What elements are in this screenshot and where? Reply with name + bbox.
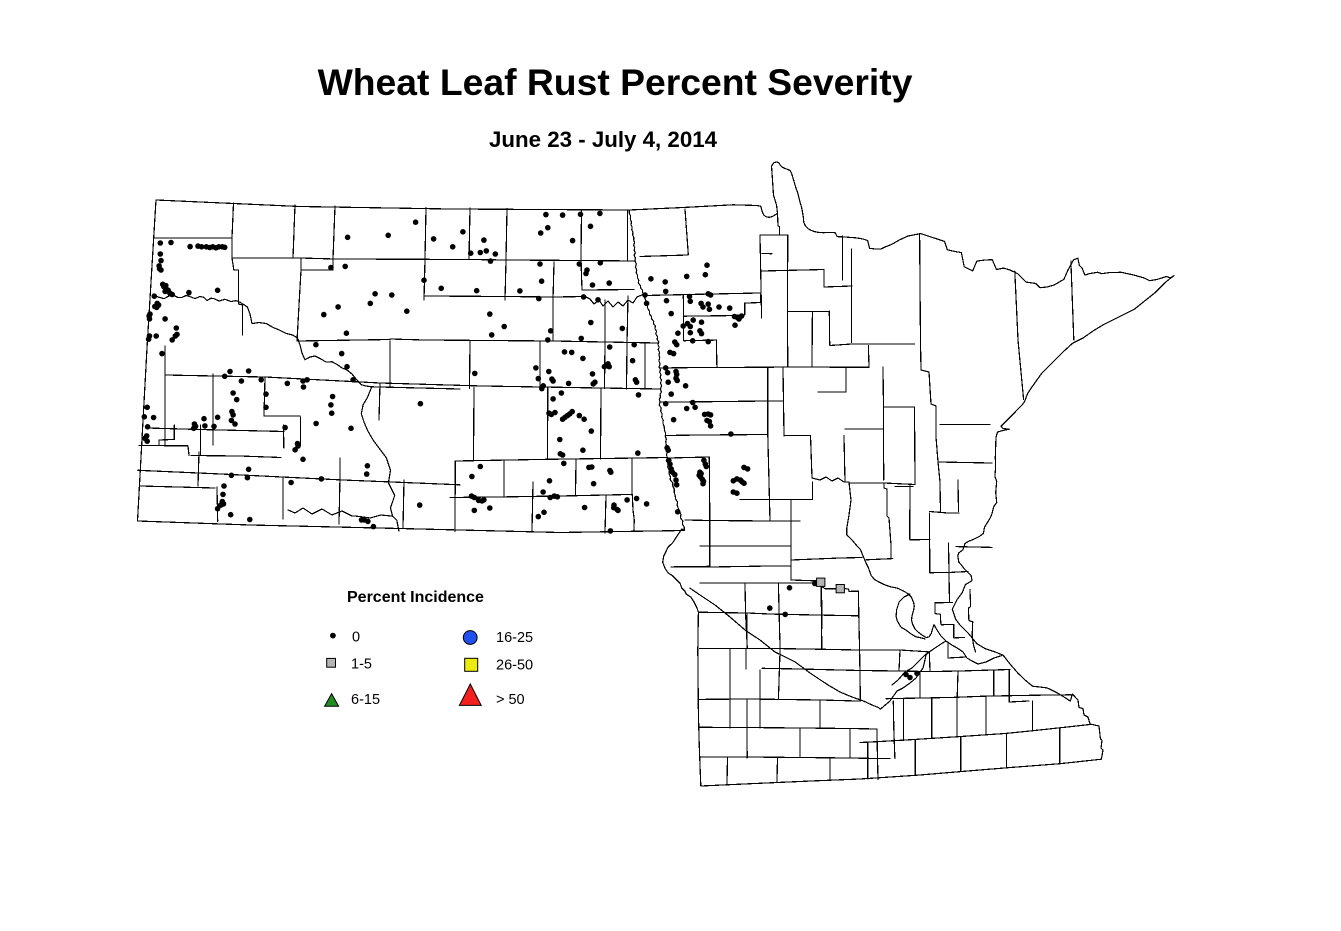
svg-text:June 23 - July 4, 2014: June 23 - July 4, 2014 (489, 127, 718, 152)
svg-text:1-5: 1-5 (351, 657, 372, 673)
svg-text:> 50: > 50 (496, 692, 525, 708)
svg-text:0: 0 (352, 630, 360, 646)
svg-text:26-50: 26-50 (496, 658, 533, 674)
svg-text:Percent Incidence: Percent Incidence (347, 589, 484, 606)
svg-text:6-15: 6-15 (351, 692, 380, 708)
svg-text:Wheat Leaf Rust Percent Severi: Wheat Leaf Rust Percent Severity (318, 61, 913, 103)
svg-text:16-25: 16-25 (496, 630, 533, 646)
